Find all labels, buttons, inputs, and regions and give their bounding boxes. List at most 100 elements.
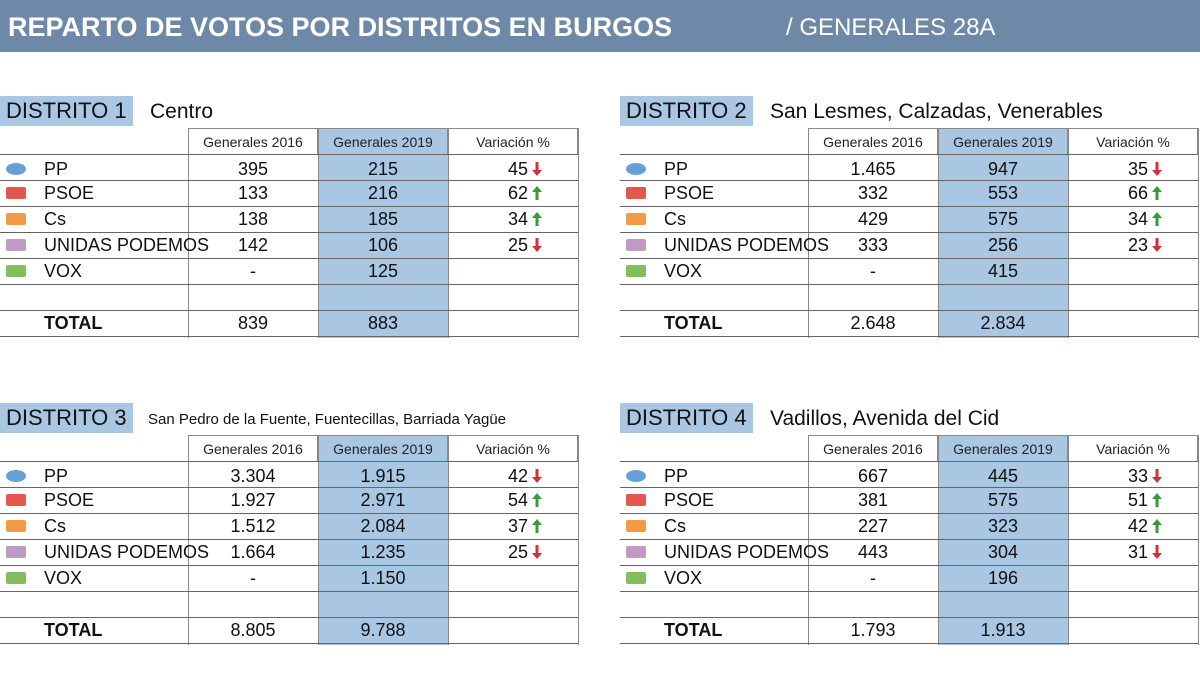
column-rule — [578, 128, 579, 338]
highlight-column — [938, 461, 1068, 645]
column-header: Generales 2019 — [938, 435, 1068, 461]
trend-arrow — [532, 238, 542, 252]
row-rule — [0, 310, 578, 311]
column-rule — [578, 435, 579, 645]
votes-2016: 1.927 — [230, 490, 276, 510]
row-rule — [0, 513, 578, 514]
row-rule — [0, 284, 578, 285]
district-name: Centro — [150, 100, 214, 123]
party-icon — [6, 520, 26, 532]
votes-2019: 2.084 — [360, 516, 406, 536]
column-header: Generales 2016 — [808, 128, 938, 154]
row-rule — [0, 539, 578, 540]
total-2016: 2.648 — [850, 313, 896, 333]
votes-2019: 2.971 — [360, 490, 406, 510]
row-rule — [620, 310, 1198, 311]
row-rule — [0, 206, 578, 207]
row-rule — [0, 232, 578, 233]
district-name: San Lesmes, Calzadas, Venerables — [770, 100, 1103, 123]
column-rule — [938, 128, 939, 338]
votes-2019: 125 — [367, 261, 399, 281]
party-name: UNIDAS PODEMOS — [44, 235, 210, 255]
variation: 23 — [1127, 235, 1148, 255]
total-2016: 839 — [237, 313, 269, 333]
total-2016: 8.805 — [230, 620, 276, 640]
row-rule — [620, 180, 1198, 181]
total-label: TOTAL — [44, 313, 103, 333]
variation: 31 — [1127, 542, 1148, 562]
column-rule — [318, 128, 319, 338]
row-rule — [620, 643, 1198, 644]
party-icon — [626, 265, 646, 277]
row-rule — [620, 336, 1198, 337]
trend-arrow — [532, 212, 542, 226]
column-header: Generales 2019 — [318, 435, 448, 461]
votes-2016: 381 — [857, 490, 889, 510]
variation: 25 — [507, 235, 528, 255]
column-header: Variación % — [448, 435, 578, 461]
votes-2016: 333 — [857, 235, 889, 255]
trend-arrow — [532, 545, 542, 559]
row-rule — [620, 461, 1198, 462]
total-2019: 883 — [367, 313, 399, 333]
total-label: TOTAL — [664, 620, 723, 640]
votes-2016: 1.664 — [230, 542, 276, 562]
row-rule — [620, 232, 1198, 233]
votes-2016: - — [870, 261, 876, 281]
party-icon — [626, 546, 646, 558]
votes-2016: 1.465 — [850, 159, 896, 179]
highlight-column — [318, 154, 448, 338]
party-name: PSOE — [44, 183, 95, 203]
party-icon — [626, 239, 646, 251]
district-label: DISTRITO 1 — [0, 96, 133, 126]
votes-2016: 1.512 — [230, 516, 276, 536]
variation: 35 — [1127, 159, 1148, 179]
variation: 25 — [507, 542, 528, 562]
trend-arrow — [1152, 238, 1162, 252]
column-header: Generales 2016 — [188, 435, 318, 461]
highlight-column — [938, 154, 1068, 338]
votes-2019: 106 — [367, 235, 399, 255]
party-icon — [6, 470, 26, 482]
row-rule — [620, 487, 1198, 488]
trend-arrow — [532, 162, 542, 176]
variation: 34 — [507, 209, 528, 229]
column-rule — [188, 128, 189, 338]
row-rule — [0, 487, 578, 488]
party-icon — [6, 213, 26, 225]
votes-2019: 415 — [987, 261, 1019, 281]
party-icon — [6, 239, 26, 251]
column-rule — [448, 128, 449, 338]
variation: 42 — [507, 466, 528, 486]
trend-arrow — [1152, 493, 1162, 507]
votes-2019: 216 — [367, 183, 399, 203]
party-name: PSOE — [664, 490, 715, 510]
party-name: PSOE — [44, 490, 95, 510]
total-2019: 2.834 — [980, 313, 1026, 333]
variation: 33 — [1127, 466, 1148, 486]
variation: 66 — [1127, 183, 1148, 203]
votes-2019: 304 — [987, 542, 1019, 562]
row-rule — [620, 591, 1198, 592]
column-rule — [1068, 435, 1069, 645]
highlight-column — [318, 461, 448, 645]
party-name: Cs — [664, 516, 686, 536]
row-rule — [0, 336, 578, 337]
district-label: DISTRITO 2 — [620, 96, 753, 126]
row-rule — [0, 643, 578, 644]
row-rule — [620, 565, 1198, 566]
variation: 34 — [1127, 209, 1148, 229]
party-name: PP — [664, 159, 689, 179]
party-name: UNIDAS PODEMOS — [664, 235, 830, 255]
row-rule — [0, 565, 578, 566]
party-icon — [626, 470, 646, 482]
total-2016: 1.793 — [850, 620, 896, 640]
votes-2019: 1.150 — [360, 568, 406, 588]
votes-2019: 1.235 — [360, 542, 406, 562]
votes-2016: 667 — [857, 466, 889, 486]
party-name: VOX — [44, 568, 83, 588]
variation: 45 — [507, 159, 528, 179]
row-rule — [620, 206, 1198, 207]
votes-2019: 553 — [987, 183, 1019, 203]
party-icon — [6, 494, 26, 506]
